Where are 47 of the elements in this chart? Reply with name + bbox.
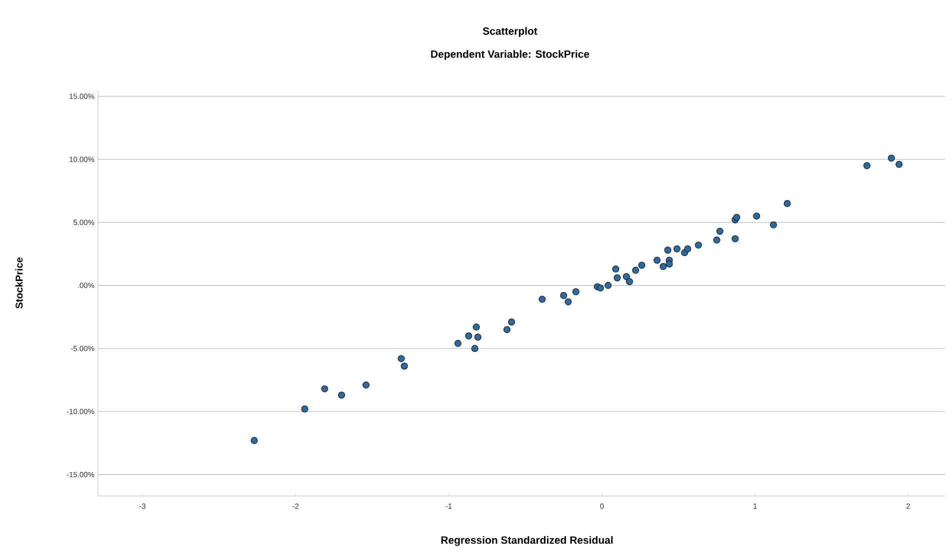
point (454, 340, 462, 347)
point (694, 242, 702, 249)
point (673, 245, 680, 252)
point (614, 274, 621, 282)
point (684, 245, 692, 252)
point (596, 284, 604, 292)
point (733, 214, 740, 221)
point (465, 332, 472, 340)
point (321, 385, 328, 392)
point (666, 260, 673, 268)
chart-subtitle: Dependent Variable: StockPrice (431, 50, 590, 60)
point (538, 296, 546, 303)
point (560, 292, 568, 300)
point (612, 266, 620, 273)
point (398, 355, 405, 362)
x-axis-title: Regression Standardized Residual (441, 536, 613, 546)
point (572, 288, 580, 296)
point (503, 326, 510, 334)
point (716, 228, 724, 235)
chart-title: Scatterplot (482, 27, 538, 37)
point (660, 263, 667, 270)
point (784, 200, 791, 207)
point (732, 235, 739, 242)
point (362, 382, 370, 389)
point (626, 278, 633, 286)
point (508, 318, 516, 326)
point (400, 362, 408, 370)
point (604, 282, 612, 289)
point (888, 154, 895, 162)
y-axis-title: StockPrice (15, 257, 23, 309)
point (564, 298, 572, 306)
point (753, 212, 760, 220)
point (638, 262, 646, 269)
point (713, 236, 720, 244)
point (250, 437, 258, 444)
point (472, 324, 480, 331)
point (896, 160, 903, 168)
point (474, 334, 482, 341)
point (654, 256, 661, 264)
point (338, 392, 346, 399)
point (632, 266, 640, 274)
point (471, 344, 478, 352)
point (664, 246, 672, 254)
point (863, 162, 870, 170)
point (301, 406, 308, 412)
point (622, 273, 630, 280)
point (770, 221, 777, 228)
